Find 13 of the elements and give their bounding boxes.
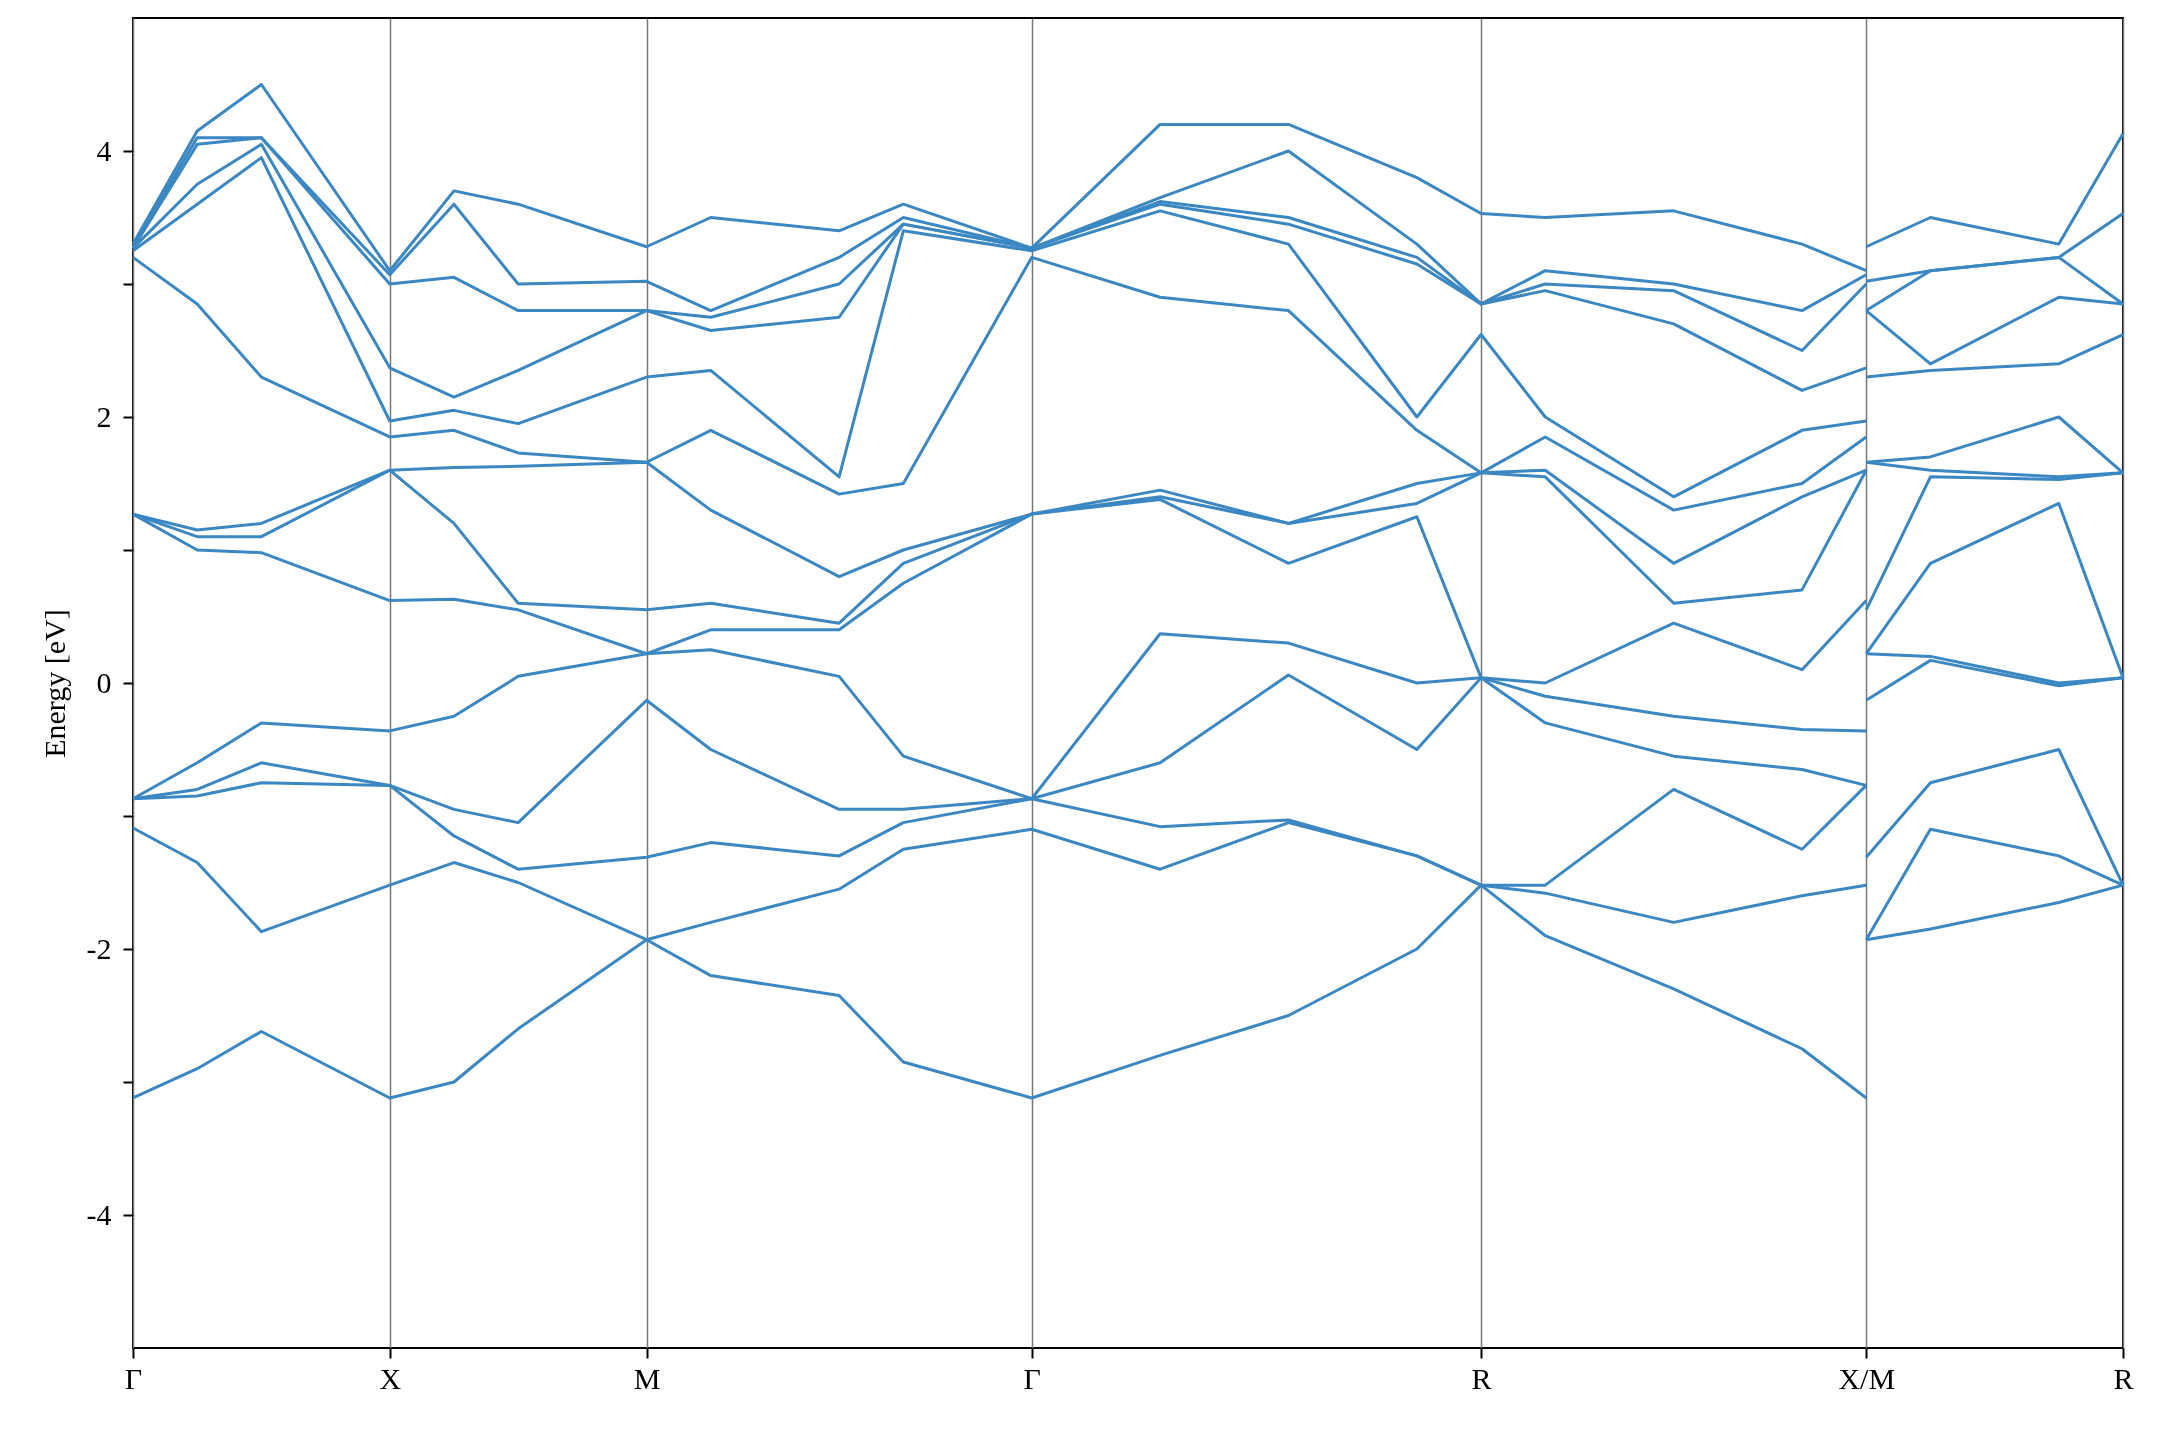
y-tick-label: -2 <box>86 931 112 965</box>
y-axis-title: Energy [eV] <box>37 609 71 758</box>
y-tick-label: 4 <box>96 133 112 167</box>
y-tick-label: 0 <box>96 665 112 699</box>
x-tick-label: X <box>379 1361 402 1395</box>
x-tick-label: X/M <box>1838 1361 1896 1395</box>
y-tick-label: 2 <box>96 399 112 433</box>
x-tick-label: Γ <box>124 1361 143 1395</box>
x-tick-label: M <box>633 1361 661 1395</box>
y-tick-label: -4 <box>86 1197 112 1231</box>
x-tick-label: R <box>1471 1361 1492 1395</box>
x-tick-label: R <box>2113 1361 2134 1395</box>
x-tick-label: Γ <box>1023 1361 1041 1395</box>
